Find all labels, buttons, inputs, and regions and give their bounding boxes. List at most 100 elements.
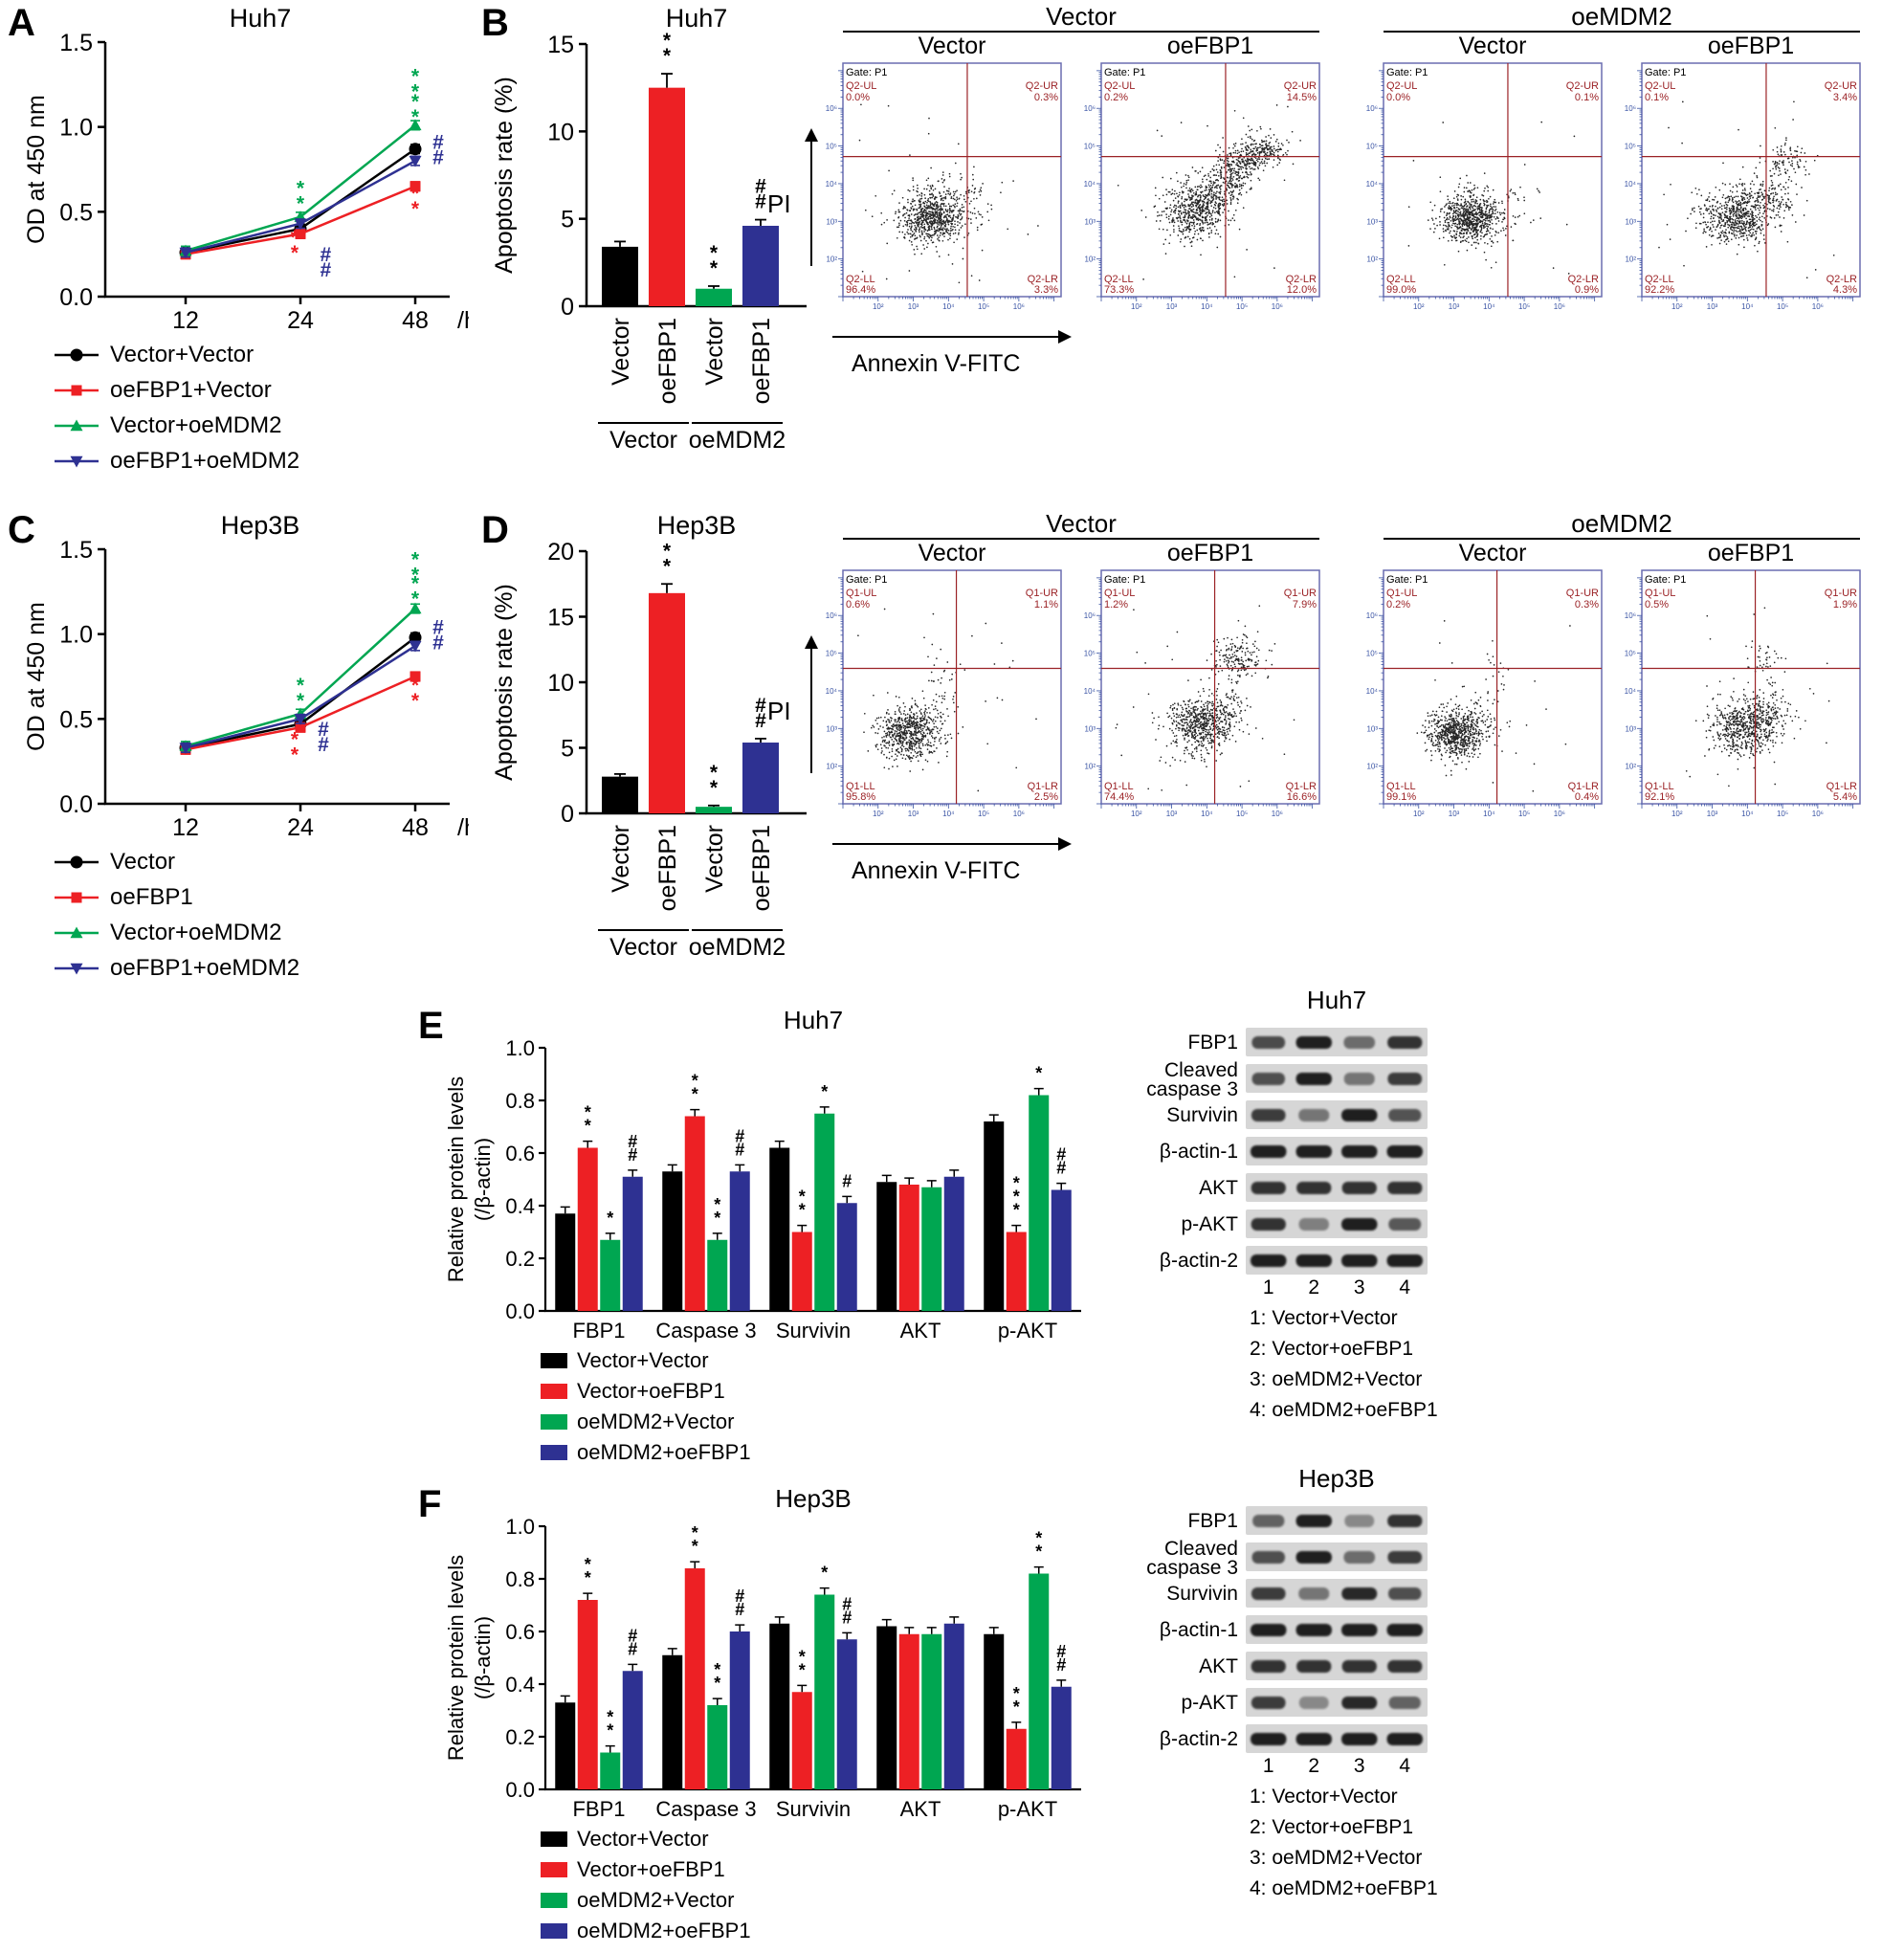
legend-label: Vector [110, 848, 176, 875]
svg-text:Apoptosis rate (%): Apoptosis rate (%) [491, 584, 518, 781]
legend-item: Vector+oeFBP1 [541, 1854, 751, 1885]
svg-text:/h: /h [457, 307, 469, 330]
panel-label-d: D [481, 509, 509, 551]
svg-text:5.4%: 5.4% [1833, 791, 1857, 803]
svg-text:oeFBP1: oeFBP1 [748, 825, 775, 911]
svg-text:*: * [411, 106, 420, 128]
svg-text:10²: 10² [1084, 255, 1096, 264]
svg-text:1.0: 1.0 [505, 1515, 535, 1539]
svg-text:0.8: 0.8 [505, 1567, 535, 1591]
svg-text:Q1-LL: Q1-LL [1386, 781, 1416, 792]
svg-text:Annexin V-FITC: Annexin V-FITC [852, 350, 1020, 377]
svg-text:0.0: 0.0 [59, 284, 93, 311]
svg-text:Q2-LL: Q2-LL [846, 274, 875, 285]
flow-sub-header: oeFBP1 [1166, 540, 1254, 566]
svg-text:Vector: Vector [608, 318, 634, 386]
legend-label: oeMDM2+oeFBP1 [577, 1440, 751, 1464]
legend-item: Vector+oeFBP1 [541, 1376, 751, 1407]
svg-text:*: * [821, 1564, 828, 1583]
svg-text:p-AKT: p-AKT [998, 1797, 1057, 1821]
svg-text:10⁶: 10⁶ [1084, 104, 1096, 113]
svg-text:4: 4 [1399, 1755, 1410, 1777]
svg-text:1.5: 1.5 [59, 30, 93, 56]
svg-text:74.4%: 74.4% [1104, 791, 1134, 803]
legend-label: Vector+Vector [110, 341, 255, 367]
svg-text:Gate: P1: Gate: P1 [1386, 67, 1428, 78]
svg-text:(/β-actin): (/β-actin) [471, 1138, 495, 1221]
svg-text:#: # [755, 695, 766, 717]
svg-text:Q2-UL: Q2-UL [1386, 80, 1417, 92]
svg-text:*: * [692, 1072, 698, 1091]
svg-text:oeMDM2: oeMDM2 [689, 427, 786, 454]
legend-item: oeMDM2+oeFBP1 [541, 1437, 751, 1468]
legend-item: Vector+Vector [541, 1345, 751, 1376]
svg-text:48: 48 [402, 814, 429, 837]
svg-text:1: 1 [1263, 1276, 1274, 1298]
svg-text:#: # [1056, 1655, 1066, 1675]
svg-text:10⁵: 10⁵ [1625, 143, 1636, 151]
legend-label: Vector+oeMDM2 [110, 919, 282, 945]
svg-text:0: 0 [561, 294, 574, 321]
svg-text:1.0: 1.0 [505, 1036, 535, 1060]
flow-group-header: Vector [843, 509, 1319, 540]
svg-text:0.5: 0.5 [59, 706, 93, 733]
svg-text:#: # [755, 191, 766, 213]
triangle-down-marker-icon [55, 963, 99, 974]
flow-sub-header: Vector [918, 540, 986, 566]
svg-text:0.3%: 0.3% [1575, 599, 1599, 610]
panel-label-c: C [8, 509, 35, 551]
grouped-bar-chart-e: 0.0 0.2 0.4 0.6 0.8 1.0 Huh7 Relative protein l… [444, 1006, 1081, 1343]
svg-text:3: 3 [1354, 1755, 1365, 1777]
svg-text:10⁶: 10⁶ [1366, 611, 1378, 620]
svg-text:Relative protein levels: Relative protein levels [444, 1555, 468, 1761]
svg-text:oeFBP1: oeFBP1 [654, 318, 681, 404]
svg-text:99.0%: 99.0% [1386, 284, 1416, 296]
svg-text:*: * [799, 1660, 806, 1679]
svg-text:*: * [1013, 1174, 1020, 1193]
svg-text:#: # [432, 132, 444, 154]
svg-text:0.6%: 0.6% [846, 599, 870, 610]
svg-text:*: * [607, 1721, 613, 1741]
legend-label: Vector+Vector [577, 1348, 709, 1372]
svg-text:OD at 450 nm: OD at 450 nm [23, 602, 50, 751]
svg-text:10³: 10³ [1449, 302, 1460, 311]
svg-text:10³: 10³ [1707, 810, 1718, 818]
svg-text:*: * [411, 81, 420, 103]
svg-text:Gate: P1: Gate: P1 [1645, 67, 1686, 78]
svg-text:10²: 10² [1672, 810, 1683, 818]
svg-text:*: * [411, 549, 420, 571]
flow-group-header: Vector [843, 2, 1319, 33]
svg-text:10⁵: 10⁵ [1084, 143, 1096, 151]
svg-text:0.5: 0.5 [59, 199, 93, 226]
panel-b-apoptosis-bar-chart: 0 5 10 15 Huh7 Apoptosis rate (%) Vector oeFBP1… [483, 0, 813, 478]
panel-e-legend: Vector+Vector Vector+oeFBP1 oeMDM2+Vector o… [541, 1345, 751, 1468]
svg-text:Q1-LL: Q1-LL [1645, 781, 1674, 792]
svg-text:0.0%: 0.0% [846, 92, 870, 103]
svg-text:5: 5 [561, 207, 574, 233]
svg-text:Hep3B: Hep3B [221, 511, 300, 540]
svg-text:99.1%: 99.1% [1386, 791, 1416, 803]
svg-text:Q1-LR: Q1-LR [1286, 781, 1317, 792]
legend-label: oeMDM2+Vector [577, 1409, 735, 1433]
svg-text:*: * [585, 1103, 591, 1122]
panel-label-e: E [418, 1005, 444, 1047]
svg-text:*: * [692, 1085, 698, 1104]
legend-item: oeMDM2+Vector [541, 1407, 751, 1437]
svg-text:10²: 10² [873, 810, 884, 818]
svg-text:10⁶: 10⁶ [1272, 302, 1283, 311]
svg-text:10⁵: 10⁵ [826, 650, 837, 658]
svg-text:Q1-UR: Q1-UR [1026, 588, 1058, 599]
svg-text:10⁴: 10⁴ [1366, 180, 1379, 189]
panel-f-western-blot: Hep3B FBP1 Cleaved caspase 3 Survivin β-actin… [1072, 1464, 1473, 1919]
svg-text:Q1-UL: Q1-UL [846, 588, 876, 599]
svg-text:10³: 10³ [1166, 810, 1178, 818]
svg-text:Gate: P1: Gate: P1 [1104, 574, 1145, 586]
legend-item: Vector+Vector [53, 337, 299, 372]
svg-text:Survivin: Survivin [776, 1797, 851, 1821]
svg-text:Q2-LR: Q2-LR [1568, 274, 1599, 285]
svg-text:*: * [692, 1537, 698, 1556]
svg-text:#: # [318, 719, 329, 741]
legend-swatch-icon [541, 1893, 567, 1908]
